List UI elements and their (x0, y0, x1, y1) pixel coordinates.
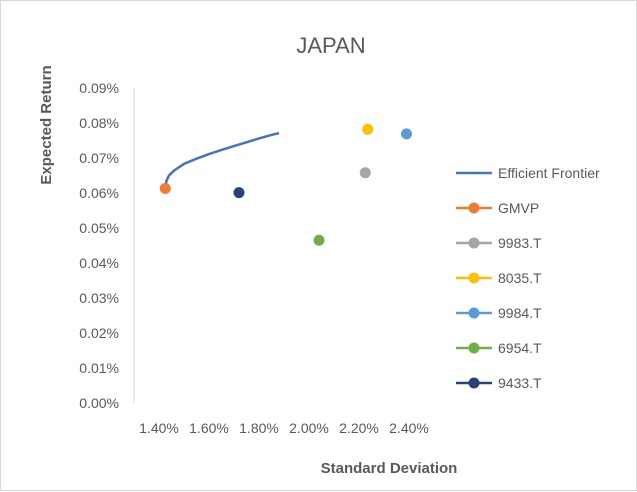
y-tick-label: 0.04% (79, 255, 119, 271)
x-tick-labels: 1.40% 1.60% 1.80% 2.00% 2.20% 2.40% (139, 420, 429, 436)
x-axis-title: Standard Deviation (321, 460, 458, 477)
legend-label: 9983.T (498, 235, 542, 251)
y-axis-title: Expected Return (38, 65, 55, 184)
y-tick-label: 0.02% (79, 325, 119, 341)
point-8035-t (362, 123, 374, 135)
y-tick-label: 0.01% (79, 360, 119, 376)
y-tick-label: 0.07% (79, 150, 119, 166)
x-tick-label: 1.60% (189, 420, 229, 436)
legend-swatch-marker (468, 307, 480, 319)
x-tick-label: 2.00% (289, 420, 329, 436)
point-9433-t (233, 187, 245, 199)
x-tick-label: 1.40% (139, 420, 179, 436)
efficient-frontier-line (164, 131, 280, 189)
point-gmvp (159, 182, 171, 194)
point-9983-t (359, 167, 371, 179)
legend-label: Efficient Frontier (498, 165, 600, 181)
legend-swatch-marker (468, 272, 480, 284)
point-6954-t (313, 234, 325, 246)
legend-swatch-marker (468, 342, 480, 354)
point-9984-t (401, 128, 412, 140)
legend-swatch-marker (468, 202, 480, 214)
legend-swatch-marker (468, 377, 480, 389)
legend-label: 9433.T (498, 375, 542, 391)
y-tick-label: 0.05% (79, 220, 119, 236)
plot-area (159, 123, 412, 246)
y-tick-label: 0.08% (79, 115, 119, 131)
legend-swatch-marker (468, 237, 480, 249)
y-tick-labels: 0.00% 0.01% 0.02% 0.03% 0.04% 0.05% 0.06% 0.07%… (79, 80, 119, 411)
x-tick-label: 2.40% (389, 420, 429, 436)
x-tick-label: 2.20% (339, 420, 379, 436)
legend-label: 8035.T (498, 270, 542, 286)
y-tick-label: 0.09% (79, 80, 119, 96)
y-tick-label: 0.03% (79, 290, 119, 306)
legend-label: GMVP (498, 200, 539, 216)
y-tick-label: 0.06% (79, 185, 119, 201)
legend-label: 9984.T (498, 305, 542, 321)
legend: Efficient Frontier GMVP 9983.T 8035.T 9984.T… (456, 165, 600, 391)
legend-label: 6954.T (498, 340, 542, 356)
y-tick-label: 0.00% (79, 395, 119, 411)
chart-title: JAPAN (296, 33, 365, 58)
x-tick-label: 1.80% (239, 420, 279, 436)
